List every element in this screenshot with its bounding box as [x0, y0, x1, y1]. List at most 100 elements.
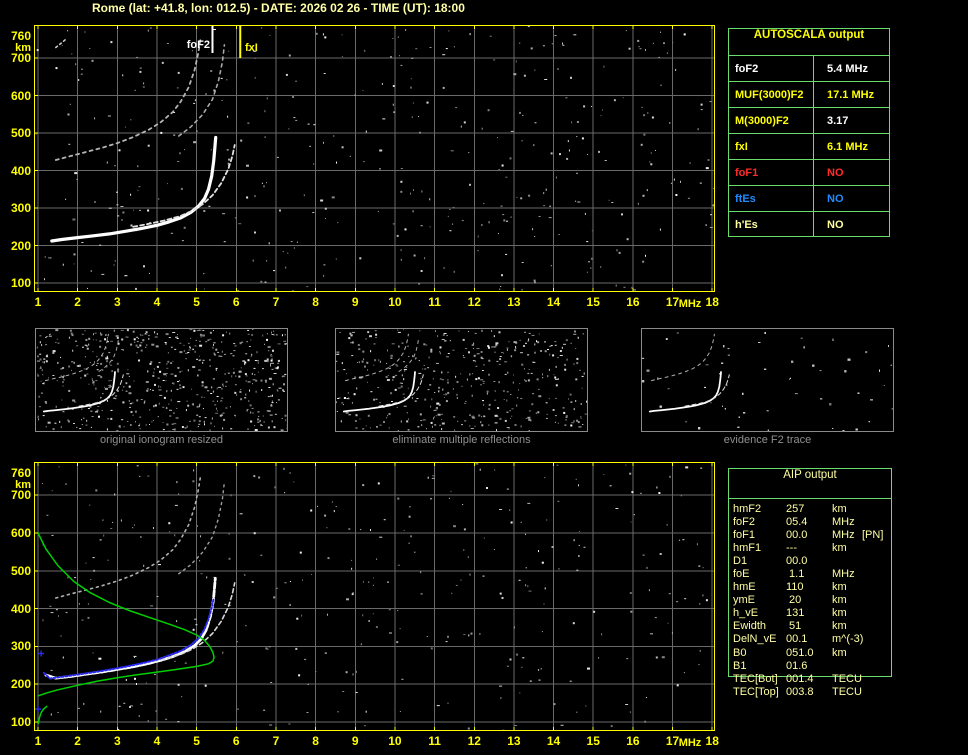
aip-param: foF2 — [733, 516, 756, 529]
aip-note: [PN] — [862, 529, 884, 542]
thumbnail-caption-f2trace: evidence F2 trace — [723, 434, 812, 446]
aip-row: h_vE 131 km — [733, 607, 903, 620]
aip-note — [862, 633, 903, 646]
aip-value: 00.1 — [786, 633, 808, 646]
x-tick-label: 5 — [193, 295, 200, 309]
autoscala-value: NO — [813, 160, 889, 185]
autoscala-row: M(3000)F2 3.17 — [729, 107, 889, 133]
y-tick-label: 100 — [10, 276, 31, 290]
aip-value: 51 — [786, 620, 802, 633]
y-tick-label: 600 — [10, 526, 31, 541]
aip-param: TEC[Top] — [733, 685, 779, 698]
autoscala-param: h'Es — [735, 219, 758, 231]
aip-note — [862, 503, 903, 516]
aip-param: hmF1 — [733, 542, 762, 555]
aip-row: hmF1 --- km — [733, 542, 903, 555]
autoscala-param: M(3000)F2 — [735, 115, 789, 127]
aip-row: hmF2 257 km — [733, 503, 903, 516]
aip-param: DelN_vE — [733, 633, 777, 646]
aip-note — [862, 660, 903, 673]
aip-unit: MHz — [832, 568, 855, 581]
x-tick-label: 17 — [665, 295, 680, 309]
x-tick-label: 6 — [232, 295, 240, 309]
x-tick-label: 4 — [153, 734, 161, 748]
x-tick-label: 15 — [586, 734, 600, 748]
x-tick-label: 15 — [586, 295, 600, 309]
aip-param: B0 — [733, 646, 747, 659]
aip-note — [862, 673, 903, 686]
x-tick-label: 11 — [428, 734, 441, 748]
aip-value: 001.4 — [786, 672, 814, 685]
aip-row: ymE 20 km — [733, 594, 903, 607]
aip-param: hmF2 — [733, 503, 762, 515]
x-tick-label: 2 — [74, 734, 81, 748]
thumbnail-canvas — [642, 332, 895, 433]
aip-output-table: AIP output — [728, 468, 892, 677]
autoscala-row: h'Es NO — [729, 211, 889, 237]
x-tick-label: 3 — [113, 295, 121, 309]
x-tick-label: 16 — [626, 295, 640, 309]
aip-unit: km — [832, 607, 847, 620]
aip-value: 1.1 — [786, 568, 805, 581]
aip-note — [862, 607, 903, 620]
y-tick-label: 700 — [10, 488, 31, 503]
thumbnail-f2-trace — [641, 328, 895, 433]
aip-row: foF1 00.0 MHz [PN] — [733, 529, 903, 542]
autoscala-param: foF2 — [735, 63, 759, 75]
aip-row: DelN_vE 00.1 m^(-3) — [733, 633, 903, 646]
x-tick-label: 10 — [388, 295, 402, 309]
x-tick-label: 5 — [193, 734, 200, 748]
x-tick-label: 1 — [34, 734, 42, 748]
x-tick-label: 8 — [312, 734, 319, 748]
aip-note — [862, 686, 903, 699]
aip-unit: MHz — [832, 516, 855, 529]
x-tick-label: 9 — [351, 295, 359, 309]
x-tick-label: 6 — [232, 734, 240, 748]
x-tick-label: 7 — [272, 295, 280, 309]
bottom-ionogram-plot — [34, 462, 715, 736]
x-tick-label: 17 — [665, 734, 680, 748]
x-axis-unit: MHz — [678, 298, 702, 310]
aip-note — [862, 594, 903, 607]
aip-table-rows: hmF2 257 km foF2 05.4 MHz foF1 00.0 MHz [PN] hmF1 -… — [733, 503, 903, 699]
x-tick-label: 13 — [507, 734, 521, 748]
autoscala-row: MUF(3000)F2 17.1 MHz — [729, 81, 889, 107]
y-tick-label: 600 — [10, 88, 31, 103]
aip-value: 20 — [786, 594, 802, 607]
top-ionogram-canvas — [34, 25, 717, 293]
aip-table-header: AIP output — [783, 469, 837, 481]
x-tick-label: 18 — [705, 734, 719, 748]
fxi-marker-label: fxI — [245, 42, 258, 54]
thumbnail-caption-original: original ionogram resized — [100, 434, 223, 446]
aip-row: Ewidth 51 km — [733, 620, 903, 633]
aip-value: 110 — [786, 581, 804, 594]
y-tick-label: 100 — [10, 714, 31, 729]
autoscala-param: foF1 — [735, 167, 759, 179]
aip-value: 003.8 — [786, 685, 814, 698]
x-tick-label: 11 — [428, 295, 441, 309]
aip-unit: km — [832, 620, 847, 633]
autoscala-param: fxI — [735, 141, 748, 153]
x-tick-label: 8 — [312, 295, 319, 309]
aip-value: 257 — [786, 503, 805, 515]
aip-param: foF1 — [733, 529, 756, 542]
y-tick-label: 300 — [10, 639, 31, 654]
autoscala-row: ftEs NO — [729, 185, 889, 211]
aip-row: foE 1.1 MHz — [733, 568, 903, 581]
aip-param: Ewidth — [733, 620, 767, 633]
autoscala-row: foF1 NO — [729, 159, 889, 185]
aip-note — [862, 555, 903, 568]
autoscala-value: 17.1 MHz — [813, 82, 889, 107]
aip-unit: TECU — [832, 672, 862, 685]
y-tick-label: 400 — [10, 163, 31, 178]
aip-param: D1 — [733, 555, 748, 568]
y-tick-label: 760 — [10, 465, 31, 480]
x-tick-label: 1 — [34, 295, 42, 309]
autoscala-param: MUF(3000)F2 — [735, 89, 804, 101]
y-tick-label: 500 — [10, 126, 31, 140]
aip-unit — [832, 555, 862, 568]
autoscala-row: fxI 6.1 MHz — [729, 133, 889, 159]
x-tick-label: 18 — [705, 295, 719, 309]
fof2-marker-label: foF2 — [186, 39, 210, 51]
thumbnail-canvas — [336, 329, 589, 433]
